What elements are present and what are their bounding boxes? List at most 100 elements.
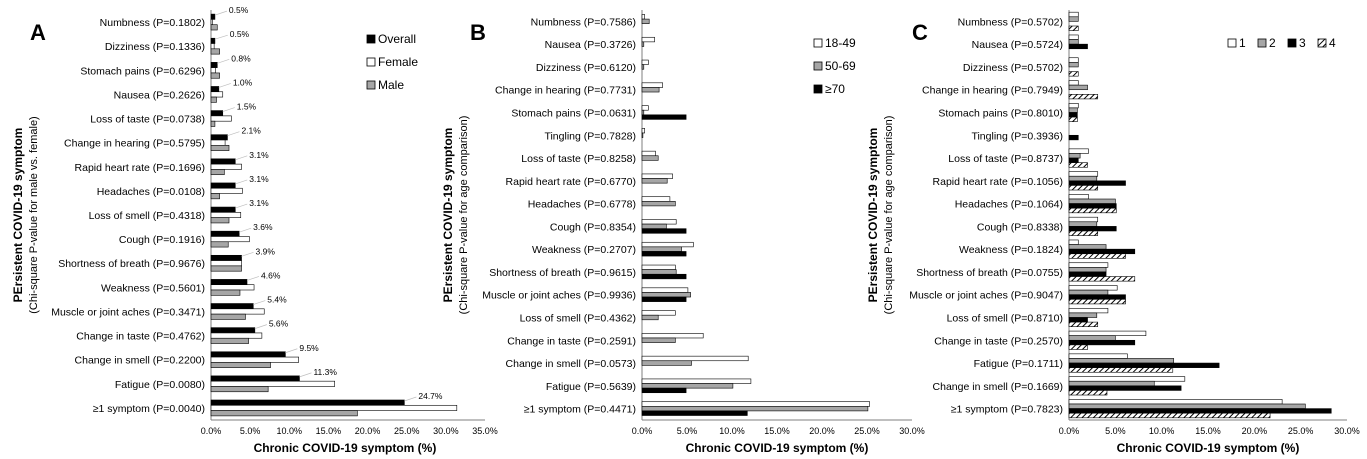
bar [641, 18, 650, 24]
bar [1068, 403, 1306, 409]
bar [1068, 34, 1079, 40]
data-label-leader [217, 59, 230, 64]
y-tick-label: Shortness of breath (P=0.9615) [489, 267, 636, 279]
y-tick-label: ≥1 symptom (P=0.0040) [93, 403, 205, 415]
bar [641, 287, 689, 293]
y-tick-label: Muscle or joint aches (P=0.9936) [482, 290, 636, 302]
data-label: 3.1% [249, 198, 269, 208]
bar [1068, 107, 1078, 113]
y-axis-title: PErsistent COVID-19 symptom [866, 128, 880, 303]
bar [1068, 148, 1089, 154]
bar [210, 86, 220, 93]
legend-label: Overall [378, 32, 416, 46]
bar [210, 182, 236, 189]
x-tick-label: 10.0% [1149, 426, 1175, 436]
legend-swatch [813, 61, 823, 71]
bar [1068, 362, 1220, 368]
y-tick-label: Loss of smell (P=0.8710) [947, 313, 1063, 325]
x-tick-label: 15.0% [764, 426, 790, 436]
bar [210, 356, 299, 363]
bar [1068, 408, 1332, 414]
x-tick-label: 0.0% [632, 426, 653, 436]
data-label: 2.1% [241, 126, 261, 136]
bar [1068, 162, 1088, 168]
legend-swatch [366, 57, 376, 67]
data-label: 5.4% [267, 295, 287, 305]
data-label-leader [235, 179, 248, 185]
bar [641, 360, 692, 366]
y-tick-label: Change in taste (P=0.2591) [507, 335, 636, 347]
legend: 1 2 3 4 [1227, 36, 1336, 50]
y-tick-label: Change in smell (P=0.0573) [506, 358, 636, 370]
y-tick-label: Cough (P=0.1916) [119, 234, 205, 246]
x-tick-label: 15.0% [316, 426, 342, 436]
bar [210, 241, 229, 248]
x-axis-title: Chronic COVID-19 symptom (%) [254, 441, 437, 455]
bar [210, 144, 230, 151]
bar [210, 289, 241, 296]
bar [210, 91, 224, 98]
bar [1068, 116, 1078, 122]
data-label-leader [285, 348, 298, 354]
bar [210, 410, 358, 417]
data-label-leader [253, 300, 266, 305]
y-tick-label: Nausea (P=0.5724) [972, 39, 1063, 51]
bar [641, 178, 668, 184]
y-tick-label: Dizziness (P=0.1336) [105, 41, 205, 53]
bar [641, 273, 687, 280]
y-tick-label: Change in smell (P=0.2200) [75, 355, 205, 367]
bar [641, 401, 870, 407]
bar [1068, 216, 1099, 223]
legend-label: 1 [1239, 36, 1246, 50]
bar [1068, 390, 1108, 396]
bar [210, 337, 249, 344]
bar [641, 296, 687, 302]
data-label: 24.7% [418, 391, 443, 401]
bar [1068, 262, 1109, 268]
x-tick-label: 5.0% [677, 426, 698, 436]
bar [1068, 385, 1182, 391]
data-label-leader [239, 227, 252, 233]
y-tick-label: Dizziness (P=0.5702) [963, 62, 1063, 74]
legend-label: 4 [1329, 36, 1336, 50]
data-label: 0.5% [229, 5, 249, 15]
data-label: 0.5% [230, 29, 250, 39]
bar [641, 292, 691, 298]
data-label: 11.3% [313, 367, 337, 377]
bar [1068, 285, 1118, 291]
bar [210, 120, 216, 127]
legend: Overall Female Male [366, 32, 418, 92]
y-axis-subtitle: (Chi-square P-value for male vs. female) [28, 116, 40, 313]
bar [1068, 103, 1079, 109]
legend-swatch [813, 38, 823, 48]
bar [210, 260, 242, 267]
bar [1068, 207, 1117, 214]
bar [210, 284, 255, 291]
bar [210, 375, 300, 382]
bar [1068, 339, 1136, 346]
bar [210, 236, 250, 243]
legend-swatch [1317, 38, 1327, 48]
x-tick-label: 35.0% [472, 426, 498, 436]
y-tick-label: Rapid heart rate (P=0.1696) [75, 162, 205, 174]
bar [210, 206, 236, 213]
data-label: 3.9% [256, 246, 276, 256]
bar [1068, 271, 1107, 277]
data-label: 3.1% [249, 150, 269, 160]
y-tick-label: Muscle or joint aches (P=0.3471) [51, 306, 205, 318]
legend: 18-49 50-69 ≥70 [813, 36, 856, 96]
bar [1068, 376, 1186, 382]
y-tick-label: Fatigue (P=0.0080) [115, 379, 205, 391]
bar [1068, 57, 1079, 63]
bar [641, 378, 752, 384]
bar [641, 36, 655, 43]
y-tick-label: Shortness of breath (P=0.0755) [916, 267, 1063, 279]
bar [1068, 230, 1099, 236]
bar [210, 96, 217, 103]
data-label-leader [227, 131, 240, 137]
bar [641, 82, 664, 88]
bar [1068, 62, 1079, 68]
bar [1068, 171, 1099, 177]
bar [641, 223, 667, 229]
y-tick-label: Rapid heart rate (P=0.1056) [933, 176, 1063, 188]
